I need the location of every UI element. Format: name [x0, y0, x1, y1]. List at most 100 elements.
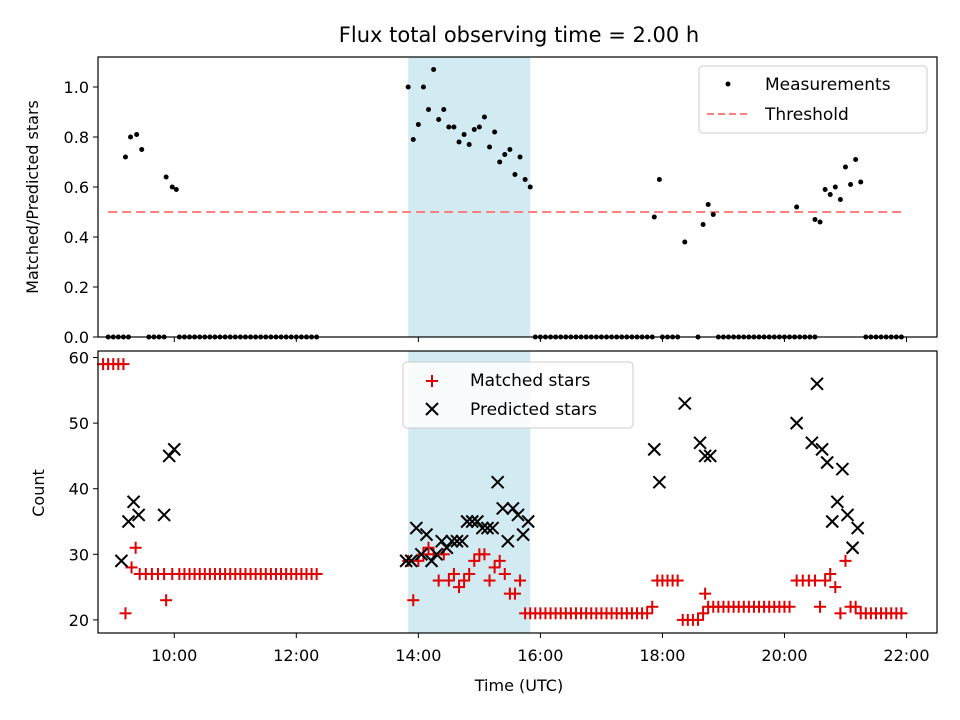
measurement-point — [682, 239, 688, 245]
predicted-star-point — [850, 521, 865, 535]
legend-measurement-marker — [725, 81, 731, 87]
count-xtick-label: 10:00 — [151, 646, 197, 665]
measurement-point — [507, 147, 513, 152]
legend-matched-marker — [426, 375, 438, 387]
count-xlabel: Time (UTC) — [474, 676, 563, 695]
measurement-point — [461, 132, 467, 137]
matched-star-point — [895, 607, 908, 620]
matched-star-point — [117, 358, 130, 371]
matched-star-point — [483, 574, 496, 587]
count-ytick-label: 60 — [69, 349, 89, 368]
predicted-star-point — [516, 527, 530, 542]
predicted-star-point — [167, 442, 181, 457]
measurement-point — [656, 177, 662, 182]
predicted-star-point — [419, 527, 434, 542]
predicted-star-point — [465, 514, 479, 529]
count-ytick-label: 30 — [69, 545, 89, 564]
ratio-panel: 0.0 0.2 0.4 0.6 0.8 1.0 Matched/Predicted sta… — [23, 56, 938, 347]
predicted-star-point — [445, 534, 459, 548]
matched-star-point — [808, 574, 821, 587]
measurement-point — [410, 137, 416, 142]
matched-star-point — [432, 574, 445, 587]
count-panel: 20 30 40 50 60 10:00 12:00 14:00 16:00 18:00 20:0… — [29, 349, 938, 695]
measurement-point — [700, 222, 706, 227]
measurement-point — [512, 172, 518, 177]
predicted-star-point — [693, 436, 707, 450]
measurement-point — [471, 127, 477, 132]
measurement-point — [431, 67, 437, 72]
measurement-point — [517, 154, 523, 160]
matched-star-point — [119, 607, 132, 620]
measurement-point — [848, 182, 854, 187]
predicted-star-point — [399, 554, 413, 568]
matched-star-point — [310, 567, 323, 580]
measurement-point — [651, 214, 657, 220]
measurement-point — [487, 144, 493, 150]
ratio-highlight-span — [408, 57, 531, 337]
matched-star-point — [129, 541, 142, 554]
count-ytick-label: 20 — [69, 611, 89, 630]
predicted-star-point — [450, 534, 464, 548]
predicted-star-point — [678, 396, 692, 411]
measurement-point — [451, 124, 457, 130]
predicted-star-point — [475, 521, 490, 535]
predicted-star-point — [414, 547, 429, 562]
measurement-point — [122, 154, 128, 160]
count-xtick-label: 12:00 — [273, 646, 319, 665]
matched-star-point — [463, 567, 476, 580]
predicted-star-point — [470, 514, 485, 529]
matched-star-point — [447, 567, 460, 580]
measurement-point — [415, 122, 421, 127]
legend-matched-label: Matched stars — [470, 371, 590, 391]
matched-star-point — [834, 607, 847, 620]
ratio-ytick-label: 0.4 — [64, 228, 89, 247]
measurement-point — [832, 184, 838, 190]
count-legend: Matched stars Predicted stars — [402, 361, 634, 429]
measurement-point — [134, 132, 140, 137]
matched-star-point — [839, 554, 852, 567]
matched-star-point — [819, 574, 832, 587]
count-xtick-label: 16:00 — [517, 646, 563, 665]
matched-star-point — [478, 548, 491, 561]
count-xtick-label: 18:00 — [639, 646, 685, 665]
measurement-point — [858, 179, 864, 185]
predicted-star-point — [121, 514, 136, 529]
measurement-point — [842, 164, 848, 170]
legend-measurements-label: Measurements — [765, 75, 891, 95]
measurement-point — [497, 159, 503, 165]
measurement-point — [405, 84, 411, 90]
measurement-point — [481, 114, 487, 120]
predicted-star-point — [840, 508, 855, 522]
matched-star-point — [493, 554, 506, 567]
predicted-star-point — [157, 508, 171, 522]
measurement-point — [128, 134, 134, 140]
count-xtick-label: 14:00 — [395, 646, 441, 665]
count-ytick-label: 40 — [69, 480, 89, 499]
measurement-point — [522, 177, 528, 182]
measurement-point — [710, 212, 716, 217]
count-xtick-label: 22:00 — [883, 646, 929, 665]
predicted-star-point — [460, 514, 474, 529]
predicted-star-point — [652, 475, 667, 489]
measurement-point — [420, 84, 426, 90]
ratio-legend: Measurements Threshold — [698, 65, 928, 134]
count-xtick-label: 20:00 — [761, 646, 807, 665]
predicted-star-point — [496, 501, 510, 516]
ratio-ytick-label: 0.6 — [64, 178, 89, 197]
predicted-star-point — [698, 449, 712, 463]
matched-star-point — [692, 613, 705, 626]
ratio-plot-frame — [97, 56, 938, 338]
ratio-ytick-label: 0.0 — [64, 328, 89, 347]
matched-star-point — [498, 567, 511, 580]
legend-predicted-label: Predicted stars — [470, 400, 597, 420]
predicted-star-point — [114, 554, 129, 568]
predicted-star-point — [424, 554, 439, 568]
measurement-point — [446, 124, 452, 130]
predicted-star-point — [131, 508, 146, 522]
predicted-star-point — [845, 541, 860, 555]
matched-star-point — [646, 600, 659, 613]
measurement-point — [173, 187, 179, 192]
predicted-star-point — [825, 514, 839, 529]
matched-star-point — [641, 607, 654, 620]
measurement-point — [163, 174, 169, 180]
